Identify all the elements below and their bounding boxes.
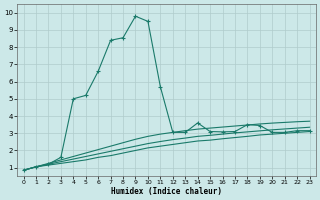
X-axis label: Humidex (Indice chaleur): Humidex (Indice chaleur) <box>111 187 222 196</box>
